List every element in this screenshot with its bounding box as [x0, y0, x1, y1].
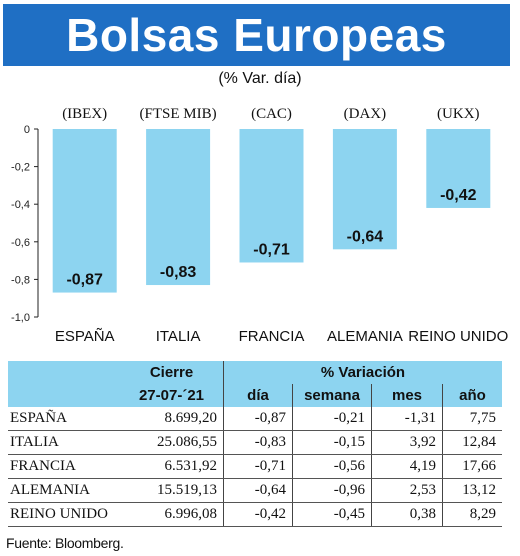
bar: [239, 129, 304, 263]
cell-mes: 0,38: [371, 502, 443, 527]
cell-dia: -0,42: [223, 502, 293, 527]
table-row: ITALIA 25.086,55 -0,83 -0,15 3,92 12,84: [8, 430, 502, 455]
y-tick-label: -0,6: [11, 237, 30, 249]
cell-mes: -1,31: [371, 407, 443, 431]
table-body: ESPAÑA 8.699,20 -0,87 -0,21 -1,31 7,75 ITALIA 2…: [8, 407, 502, 527]
table-row: FRANCIA 6.531,92 -0,71 -0,56 4,19 17,66: [8, 454, 502, 479]
title-bar: Bolsas Europeas: [3, 4, 510, 66]
header-dia: día: [223, 384, 293, 407]
y-tick-label: -0,8: [11, 274, 30, 286]
index-label: (IBEX): [62, 106, 107, 122]
table-row: REINO UNIDO 6.996,08 -0,42 -0,45 0,38 8,29: [8, 502, 502, 527]
source-note: Fuente: Bloomberg.: [6, 535, 124, 551]
header-variacion: % Variación: [223, 361, 502, 384]
chart-subtitle: (% Var. día): [218, 70, 302, 87]
cell-mes: 2,53: [371, 478, 443, 503]
header-mes: mes: [371, 384, 443, 407]
bar: [332, 129, 397, 250]
cell-cierre: 8.699,20: [120, 407, 224, 431]
cell-semana: -0,56: [292, 454, 372, 479]
cell-semana: -0,21: [292, 407, 372, 431]
category-label: REINO UNIDO: [408, 328, 508, 345]
cell-anio: 17,66: [442, 454, 502, 479]
category-label: ESPAÑA: [55, 328, 115, 345]
index-label: (DAX): [344, 106, 387, 122]
y-tick-label: -0,4: [11, 199, 30, 211]
bar-value-label: -0,87: [66, 272, 103, 289]
cell-name: ALEMANIA: [8, 478, 120, 503]
bar: [52, 129, 117, 293]
bar: [426, 129, 491, 208]
header-anio: año: [442, 384, 502, 407]
category-label: FRANCIA: [239, 328, 305, 345]
cell-semana: -0,96: [292, 478, 372, 503]
cell-dia: -0,64: [223, 478, 293, 503]
cell-anio: 12,84: [442, 430, 502, 455]
index-label: (CAC): [251, 106, 292, 122]
chart-title: Bolsas Europeas: [66, 9, 447, 61]
cell-mes: 3,92: [371, 430, 443, 455]
cell-anio: 13,12: [442, 478, 502, 503]
index-label: (UKX): [437, 106, 480, 122]
table-header-row: Cierre % Variación: [8, 361, 502, 384]
cell-cierre: 6.996,08: [120, 502, 224, 527]
subheader-blank: [8, 384, 120, 407]
cell-dia: -0,71: [223, 454, 293, 479]
cell-name: ESPAÑA: [8, 407, 120, 431]
cell-cierre: 15.519,13: [120, 478, 224, 503]
cell-cierre: 6.531,92: [120, 454, 224, 479]
data-table: Cierre % Variación 27-07-´21 día semana …: [8, 361, 502, 527]
bar-chart: 0 -0,2 -0,4 -0,6 -0,8 -1,0 -0,87 (IBEX) ESPAÑA -0…: [11, 106, 508, 345]
bar-value-label: -0,83: [160, 264, 197, 281]
cell-anio: 8,29: [442, 502, 502, 527]
cell-anio: 7,75: [442, 407, 502, 431]
table-subheader-row: 27-07-´21 día semana mes año: [8, 384, 502, 407]
cell-dia: -0,83: [223, 430, 293, 455]
index-label: (FTSE MIB): [140, 106, 217, 122]
header-cierre: Cierre: [120, 361, 224, 384]
bar-value-label: -0,71: [253, 241, 290, 258]
category-label: ALEMANIA: [327, 328, 403, 345]
bar-value-label: -0,64: [347, 228, 384, 245]
cell-dia: -0,87: [223, 407, 293, 431]
header-semana: semana: [292, 384, 372, 407]
cell-semana: -0,15: [292, 430, 372, 455]
y-tick-label: -1,0: [11, 312, 30, 324]
table-row: ALEMANIA 15.519,13 -0,64 -0,96 2,53 13,12: [8, 478, 502, 503]
y-tick-label: -0,2: [11, 162, 30, 174]
category-label: ITALIA: [156, 328, 201, 345]
header-date: 27-07-´21: [120, 384, 224, 407]
cell-name: ITALIA: [8, 430, 120, 455]
cell-name: REINO UNIDO: [8, 502, 120, 527]
bar-value-label: -0,42: [440, 187, 477, 204]
y-tick-label: 0: [24, 124, 30, 136]
cell-cierre: 25.086,55: [120, 430, 224, 455]
cell-semana: -0,45: [292, 502, 372, 527]
cell-name: FRANCIA: [8, 454, 120, 479]
bar: [146, 129, 211, 286]
table-row: ESPAÑA 8.699,20 -0,87 -0,21 -1,31 7,75: [8, 407, 502, 431]
header-blank: [8, 361, 120, 384]
cell-mes: 4,19: [371, 454, 443, 479]
